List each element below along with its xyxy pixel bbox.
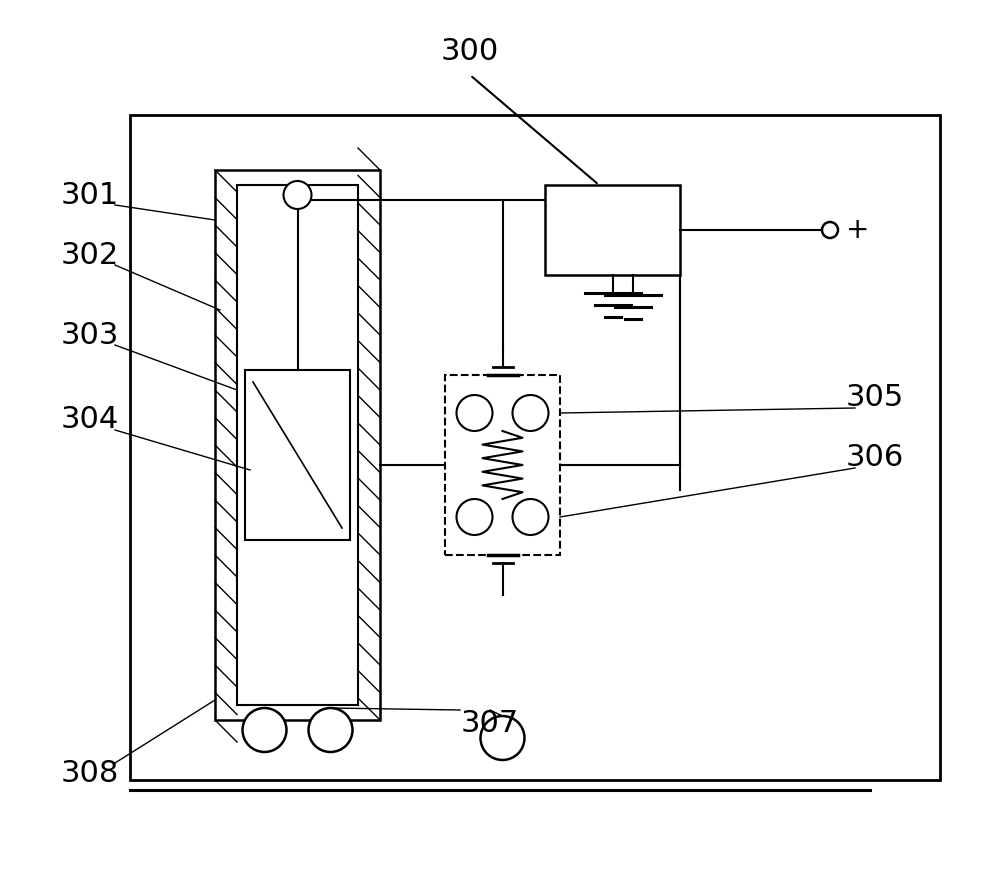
- Circle shape: [242, 708, 287, 752]
- Text: 301: 301: [61, 181, 119, 209]
- Text: 306: 306: [846, 443, 904, 473]
- Circle shape: [512, 395, 548, 431]
- Bar: [445, 375, 560, 555]
- Bar: [237, 185, 358, 705]
- Circle shape: [822, 222, 838, 238]
- Text: 305: 305: [846, 383, 904, 413]
- Text: 308: 308: [61, 759, 119, 787]
- Circle shape: [456, 395, 492, 431]
- Circle shape: [308, 708, 352, 752]
- Circle shape: [284, 181, 312, 209]
- Text: 300: 300: [441, 37, 499, 67]
- Circle shape: [512, 499, 548, 535]
- Text: 302: 302: [61, 241, 119, 269]
- Text: 303: 303: [61, 321, 119, 349]
- Bar: [215, 170, 380, 720]
- Bar: [130, 115, 940, 780]
- Circle shape: [480, 716, 524, 760]
- Circle shape: [456, 499, 492, 535]
- Text: 304: 304: [61, 406, 119, 434]
- Bar: [245, 370, 350, 540]
- Text: +: +: [846, 216, 870, 244]
- Text: 307: 307: [461, 708, 519, 738]
- Bar: [545, 185, 680, 275]
